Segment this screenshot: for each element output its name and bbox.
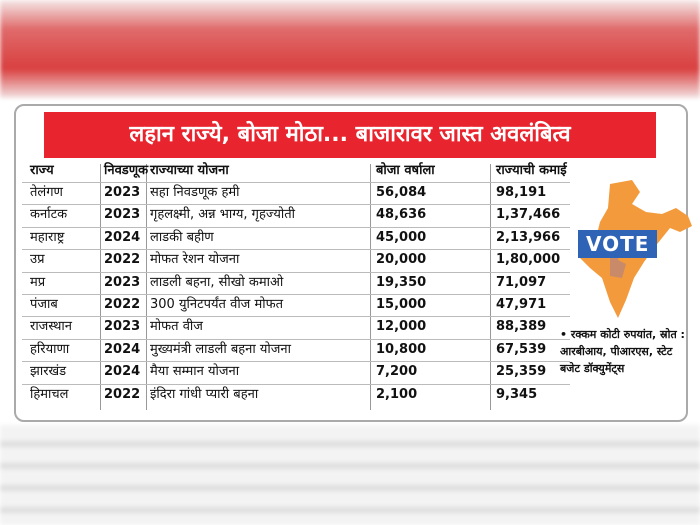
column-divider bbox=[490, 164, 491, 410]
table-cell: 2,100 bbox=[376, 386, 418, 402]
table-cell: 56,084 bbox=[376, 185, 427, 200]
table-cell: मप्र bbox=[30, 274, 46, 290]
table-cell: 12,000 bbox=[376, 319, 427, 335]
table-cell: तेलंगण bbox=[30, 185, 63, 200]
row-divider bbox=[22, 338, 570, 340]
table-cell: गृहलक्ष्मी, अन्न भाग्य, गृहज्योती bbox=[150, 207, 296, 223]
table-cell: 20,000 bbox=[376, 252, 427, 268]
table-cell: 7,200 bbox=[376, 364, 418, 380]
table-cell: सहा निवडणूक हमी bbox=[150, 185, 240, 200]
header-cell: राज्य bbox=[30, 163, 54, 178]
table-cell: मुख्यमंत्री लाडली बहना योजना bbox=[150, 341, 291, 357]
table-cell: 300 युनिटपर्यंत वीज मोफत bbox=[150, 297, 284, 312]
row-divider bbox=[22, 294, 570, 295]
table-cell: 10,800 bbox=[376, 341, 427, 357]
header-cell: निवडणूक bbox=[104, 163, 149, 178]
table-cell: 9,345 bbox=[496, 386, 538, 402]
table-cell: 88,389 bbox=[496, 319, 547, 335]
table-cell: 2,13,966 bbox=[496, 229, 561, 245]
table-cell: 2024 bbox=[104, 341, 141, 357]
blurred-header bbox=[0, 0, 700, 98]
table-cell: 2022 bbox=[104, 252, 141, 268]
table-cell: 1,80,000 bbox=[496, 252, 561, 268]
table-cell: 2023 bbox=[104, 207, 141, 223]
row-divider bbox=[22, 204, 570, 206]
table-cell: मोफत वीज bbox=[150, 319, 203, 335]
table-cell: महाराष्ट्र bbox=[30, 229, 65, 245]
table-cell: उप्र bbox=[30, 252, 45, 268]
table-cell: 2023 bbox=[104, 319, 141, 335]
table-cell: 19,350 bbox=[376, 274, 427, 290]
table-cell: मोफत रेशन योजना bbox=[150, 252, 240, 268]
table-cell: 67,539 bbox=[496, 341, 547, 357]
table-cell: मैया सम्मान योजना bbox=[150, 364, 240, 380]
table-cell: 2023 bbox=[104, 274, 141, 290]
table-cell: 2022 bbox=[104, 386, 141, 402]
vote-label: VOTE bbox=[578, 230, 658, 258]
row-divider bbox=[22, 361, 570, 363]
table-cell: 47,971 bbox=[496, 297, 547, 312]
header-cell: राज्याची कमाई bbox=[496, 163, 567, 178]
table-cell: लाडली बहना, सीखो कमाओ bbox=[150, 274, 284, 290]
row-divider bbox=[22, 383, 570, 385]
table-cell: पंजाब bbox=[30, 297, 58, 312]
column-divider bbox=[100, 164, 101, 410]
row-divider bbox=[22, 226, 570, 228]
table-cell: कर्नाटक bbox=[30, 207, 68, 223]
row-divider bbox=[22, 316, 570, 318]
source-note: • रक्कम कोटी रुपयांत, स्रोत : आरबीआय, पी… bbox=[560, 328, 685, 375]
row-divider bbox=[22, 271, 570, 273]
table-cell: 48,636 bbox=[376, 207, 427, 223]
table-cell: 1,37,466 bbox=[496, 207, 561, 223]
table-cell: 45,000 bbox=[376, 229, 427, 245]
header-cell: बोजा वर्षाला bbox=[376, 163, 435, 178]
table-cell: 2024 bbox=[104, 364, 141, 380]
table-cell: लाडकी बहीण bbox=[150, 229, 214, 245]
table-cell: राजस्थान bbox=[30, 319, 73, 335]
title-banner: लहान राज्ये, बोजा मोठा... बाजारावर जास्त… bbox=[44, 112, 656, 158]
table-cell: 2023 bbox=[104, 185, 141, 200]
column-divider bbox=[370, 164, 371, 410]
row-divider bbox=[22, 249, 570, 251]
table-cell: 2022 bbox=[104, 297, 141, 312]
table-cell: 25,359 bbox=[496, 364, 547, 380]
blurred-footer bbox=[0, 425, 700, 525]
table-cell: 71,097 bbox=[496, 274, 547, 290]
header-cell: राज्याच्या योजना bbox=[150, 163, 229, 178]
table-cell: इंदिरा गांधी प्यारी बहना bbox=[150, 386, 259, 402]
table-cell: हिमाचल bbox=[30, 386, 69, 402]
row-divider bbox=[22, 182, 570, 183]
table-cell: 15,000 bbox=[376, 297, 427, 312]
table-cell: हरियाणा bbox=[30, 341, 70, 357]
table-cell: झारखंड bbox=[30, 364, 67, 380]
table-cell: 2024 bbox=[104, 229, 141, 245]
column-divider bbox=[146, 164, 147, 410]
table-cell: 98,191 bbox=[496, 185, 547, 200]
